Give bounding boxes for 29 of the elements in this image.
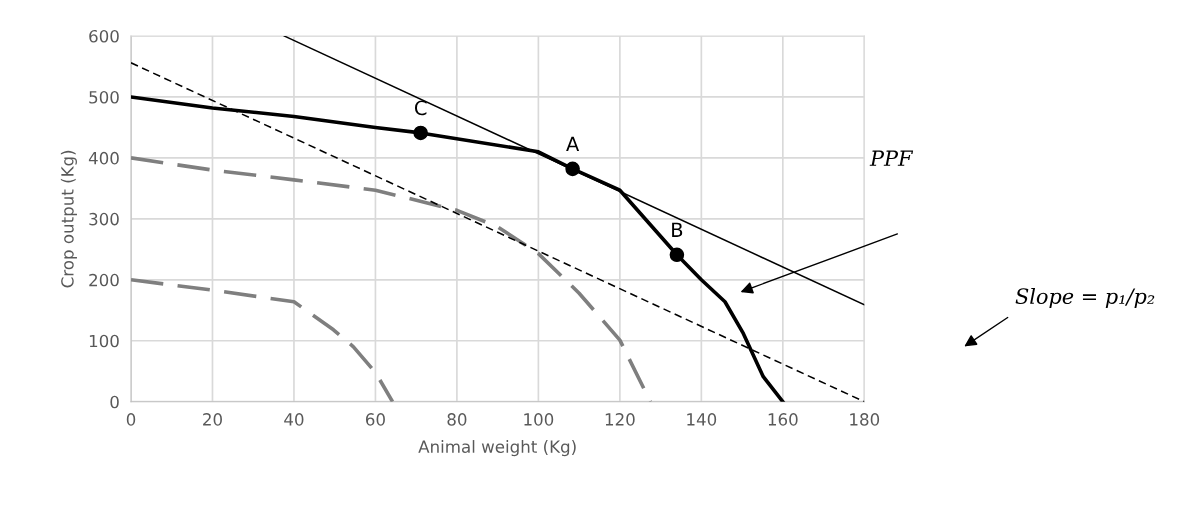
y-tick-label: 100 [89,334,119,348]
x-tick-label: 60 [365,413,385,426]
point [565,161,580,177]
x-tick-label: 180 [850,413,880,426]
x-tick-label: 80 [447,413,467,426]
text: Slope = p₁/p₂ [1015,287,1155,309]
annotation: B [672,222,683,237]
y-tick-label: 200 [89,273,119,287]
y-tick-label: 300 [89,212,119,226]
point [669,247,685,263]
x-tick-label: 40 [284,413,304,426]
x-axis-title: Animal weight (Kg) [418,440,576,457]
y-tick-label: 400 [88,151,119,165]
x-tick-label: 120 [605,413,635,426]
x-tick-label: 160 [768,413,798,426]
annotation: C [414,100,427,116]
x-tick-label: 100 [524,413,554,426]
text: PPF [869,150,914,166]
y-tick-label: 500 [89,90,119,104]
x-tick-label: 140 [687,413,717,426]
y-tick-label: 600 [89,29,119,43]
annotation: A [566,136,580,151]
x-tick-label: 0 [126,413,136,426]
y-axis-title: Crop output (Kg) [60,150,77,288]
line-series [131,156,653,402]
y-tick-label: 0 [110,395,119,409]
x-tick-label: 20 [203,413,222,426]
line-series [131,277,395,402]
point [413,125,428,141]
